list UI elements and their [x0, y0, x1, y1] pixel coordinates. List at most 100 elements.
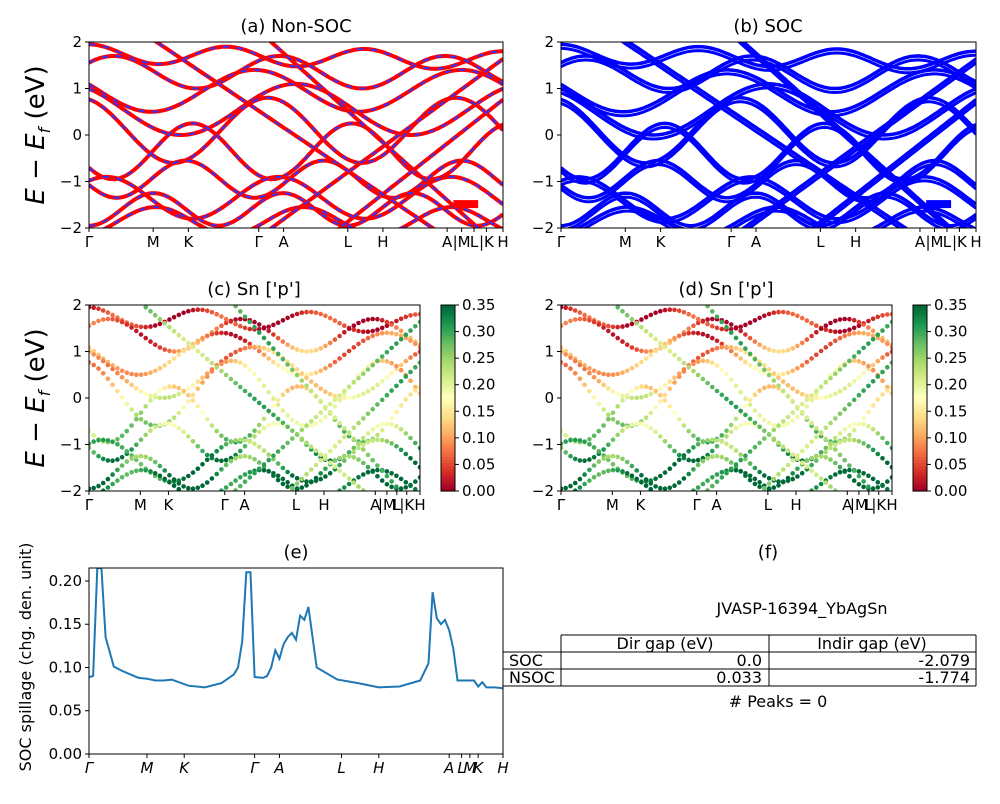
projected-point	[275, 402, 281, 408]
projected-point	[138, 416, 144, 422]
projected-point	[601, 382, 606, 388]
projected-point	[587, 370, 592, 376]
projected-point	[266, 328, 272, 334]
colorbar-segment	[913, 422, 927, 427]
projected-point	[308, 388, 314, 394]
projected-point	[833, 435, 838, 441]
projected-point	[413, 486, 418, 491]
projected-point	[176, 391, 182, 397]
projected-point	[629, 473, 635, 479]
projected-point	[290, 385, 295, 391]
colorbar-segment	[913, 469, 927, 473]
projected-point	[379, 428, 385, 433]
projected-point	[171, 483, 177, 489]
projected-point	[643, 314, 649, 320]
projected-point	[318, 476, 324, 482]
projected-point	[100, 358, 106, 364]
projected-point	[676, 452, 682, 458]
projected-point	[219, 323, 224, 329]
projected-point	[275, 363, 281, 368]
y-tick-label: 0.20	[49, 572, 82, 590]
projected-point	[356, 320, 361, 326]
projected-point	[814, 395, 819, 401]
projected-point	[403, 397, 409, 402]
projected-point	[695, 320, 701, 326]
projected-point	[342, 330, 347, 335]
x-tick-label: L	[292, 496, 301, 514]
projected-point	[700, 331, 706, 337]
projected-point	[176, 385, 182, 391]
projected-point	[561, 486, 564, 491]
colorbar-segment	[441, 367, 455, 371]
projected-point	[847, 316, 852, 322]
projected-point	[672, 352, 677, 358]
projected-point	[577, 316, 583, 322]
colorbar-segment	[441, 450, 455, 455]
projected-point	[105, 476, 111, 482]
projected-point	[266, 452, 272, 458]
projected-point	[733, 462, 739, 467]
projected-point	[323, 474, 328, 479]
projected-point	[242, 438, 248, 443]
projected-point	[176, 332, 182, 338]
projected-point	[223, 442, 229, 447]
projected-point	[733, 468, 739, 473]
x-tick-label: A	[443, 759, 454, 777]
projected-point	[809, 398, 814, 403]
projected-point	[662, 383, 668, 388]
projected-point	[337, 320, 342, 326]
colorbar-segment	[913, 447, 927, 452]
projected-point	[280, 465, 286, 471]
projected-point	[667, 348, 673, 354]
projected-point	[695, 355, 701, 361]
projected-point	[587, 437, 592, 442]
projected-point	[138, 437, 144, 443]
projected-point	[814, 429, 819, 434]
projected-point	[728, 460, 734, 465]
projected-point	[190, 486, 196, 491]
projected-point	[242, 338, 248, 344]
x-tick-label: A	[711, 496, 722, 514]
projected-point	[299, 427, 305, 433]
projected-point	[190, 439, 196, 444]
projected-point	[332, 464, 338, 470]
projected-point	[833, 460, 838, 466]
projected-point	[190, 307, 196, 313]
colorbar-segment	[441, 484, 455, 489]
projected-point	[762, 417, 767, 423]
projected-point	[823, 323, 829, 329]
projected-point	[119, 368, 125, 374]
projected-point	[176, 425, 182, 431]
projected-point	[256, 400, 262, 406]
projected-point	[110, 439, 115, 445]
projected-point	[757, 480, 762, 485]
projected-point	[710, 316, 715, 322]
projected-point	[266, 423, 272, 428]
projected-point	[327, 410, 333, 415]
projected-point	[346, 384, 352, 390]
projected-point	[417, 360, 420, 365]
projected-point	[818, 430, 824, 435]
projected-point	[757, 413, 762, 418]
projected-point	[148, 428, 153, 433]
projected-point	[795, 414, 800, 420]
projected-point	[332, 359, 338, 365]
projected-point	[181, 310, 186, 316]
projected-point	[757, 484, 762, 490]
projected-point	[384, 473, 390, 479]
projected-point	[658, 473, 663, 479]
projected-point	[596, 448, 602, 454]
projected-point	[375, 382, 380, 388]
projected-point	[823, 449, 829, 455]
projected-point	[582, 458, 587, 464]
projected-point	[100, 437, 106, 443]
projected-point	[738, 341, 743, 346]
projected-point	[365, 440, 371, 445]
projected-point	[601, 456, 606, 461]
projected-point	[398, 403, 404, 408]
x-tick-label: L	[337, 759, 345, 777]
projected-point	[733, 404, 739, 410]
projected-point	[394, 409, 399, 415]
projected-point	[266, 408, 272, 414]
projected-point	[747, 397, 753, 403]
